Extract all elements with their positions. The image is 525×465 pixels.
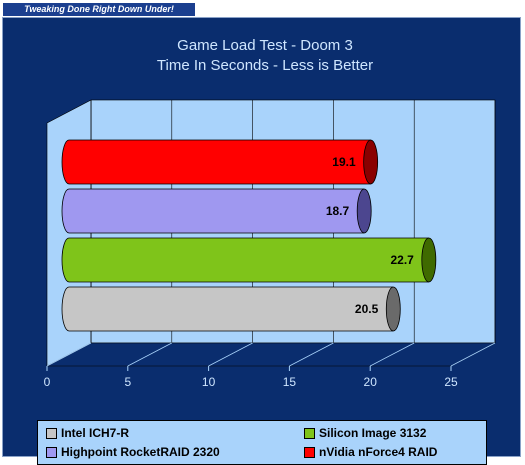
bar-body [69, 238, 429, 282]
x-tick-label: 25 [444, 375, 458, 389]
x-tick-label: 10 [202, 375, 216, 389]
legend-item: Silicon Image 3132 [304, 426, 426, 440]
bar-end-cap [385, 286, 401, 332]
legend-item: Highpoint RocketRAID 2320 [46, 445, 220, 459]
x-tick-label: 15 [283, 375, 297, 389]
bar-chart: Game Load Test - Doom 3 Time In Seconds -… [44, 37, 496, 389]
x-tick-label: 20 [364, 375, 378, 389]
chart-legend: Intel ICH7-R Silicon Image 3132 Highpoint … [37, 420, 487, 465]
x-tick-label: 0 [44, 375, 51, 389]
bar-value-label: 20.5 [355, 302, 379, 316]
bar-left-cap [61, 237, 70, 283]
bar-2: 22.7 [61, 237, 437, 283]
bar-body [69, 140, 371, 184]
gridline-floor [46, 342, 92, 367]
bar-end-cap [356, 188, 372, 234]
gridline-floor [450, 342, 496, 367]
bar-value-label: 22.7 [390, 253, 414, 267]
chart-frame: Game Load Test - Doom 3 Time In Seconds -… [2, 17, 521, 465]
legend-swatch [46, 446, 57, 458]
bar-body [69, 287, 394, 331]
plot-floor [46, 342, 496, 367]
legend-label: Silicon Image 3132 [319, 426, 427, 440]
bar-end-cap [421, 237, 437, 283]
x-tick-label: 5 [124, 375, 131, 389]
gridline-floor [208, 342, 253, 367]
bar-0: 19.1 [61, 139, 379, 185]
legend-swatch [304, 446, 315, 458]
legend-label: Intel ICH7-R [61, 426, 130, 440]
gridline-floor [127, 342, 172, 367]
bar-left-cap [61, 286, 70, 332]
site-banner: Tweaking Done Right Down Under! [3, 3, 195, 16]
bar-end-cap [363, 139, 379, 185]
legend-label: nVidia nForce4 RAID [319, 445, 438, 459]
legend-swatch [304, 427, 315, 439]
bar-value-label: 18.7 [326, 204, 350, 218]
bar-body [69, 189, 365, 233]
chart-title-line: Game Load Test - Doom 3 [177, 37, 353, 54]
bar-3: 20.5 [61, 286, 401, 332]
gridline-floor [370, 342, 415, 367]
bar-left-cap [61, 188, 70, 234]
legend-item: nVidia nForce4 RAID [304, 445, 437, 459]
bar-value-label: 19.1 [332, 155, 356, 169]
gridline-floor [289, 342, 334, 367]
bar-left-cap [61, 139, 70, 185]
legend-label: Highpoint RocketRAID 2320 [61, 445, 220, 459]
bar-1: 18.7 [61, 188, 372, 234]
legend-item: Intel ICH7-R [46, 426, 129, 440]
legend-swatch [46, 427, 57, 439]
chart-title-line: Time In Seconds - Less is Better [157, 57, 373, 74]
